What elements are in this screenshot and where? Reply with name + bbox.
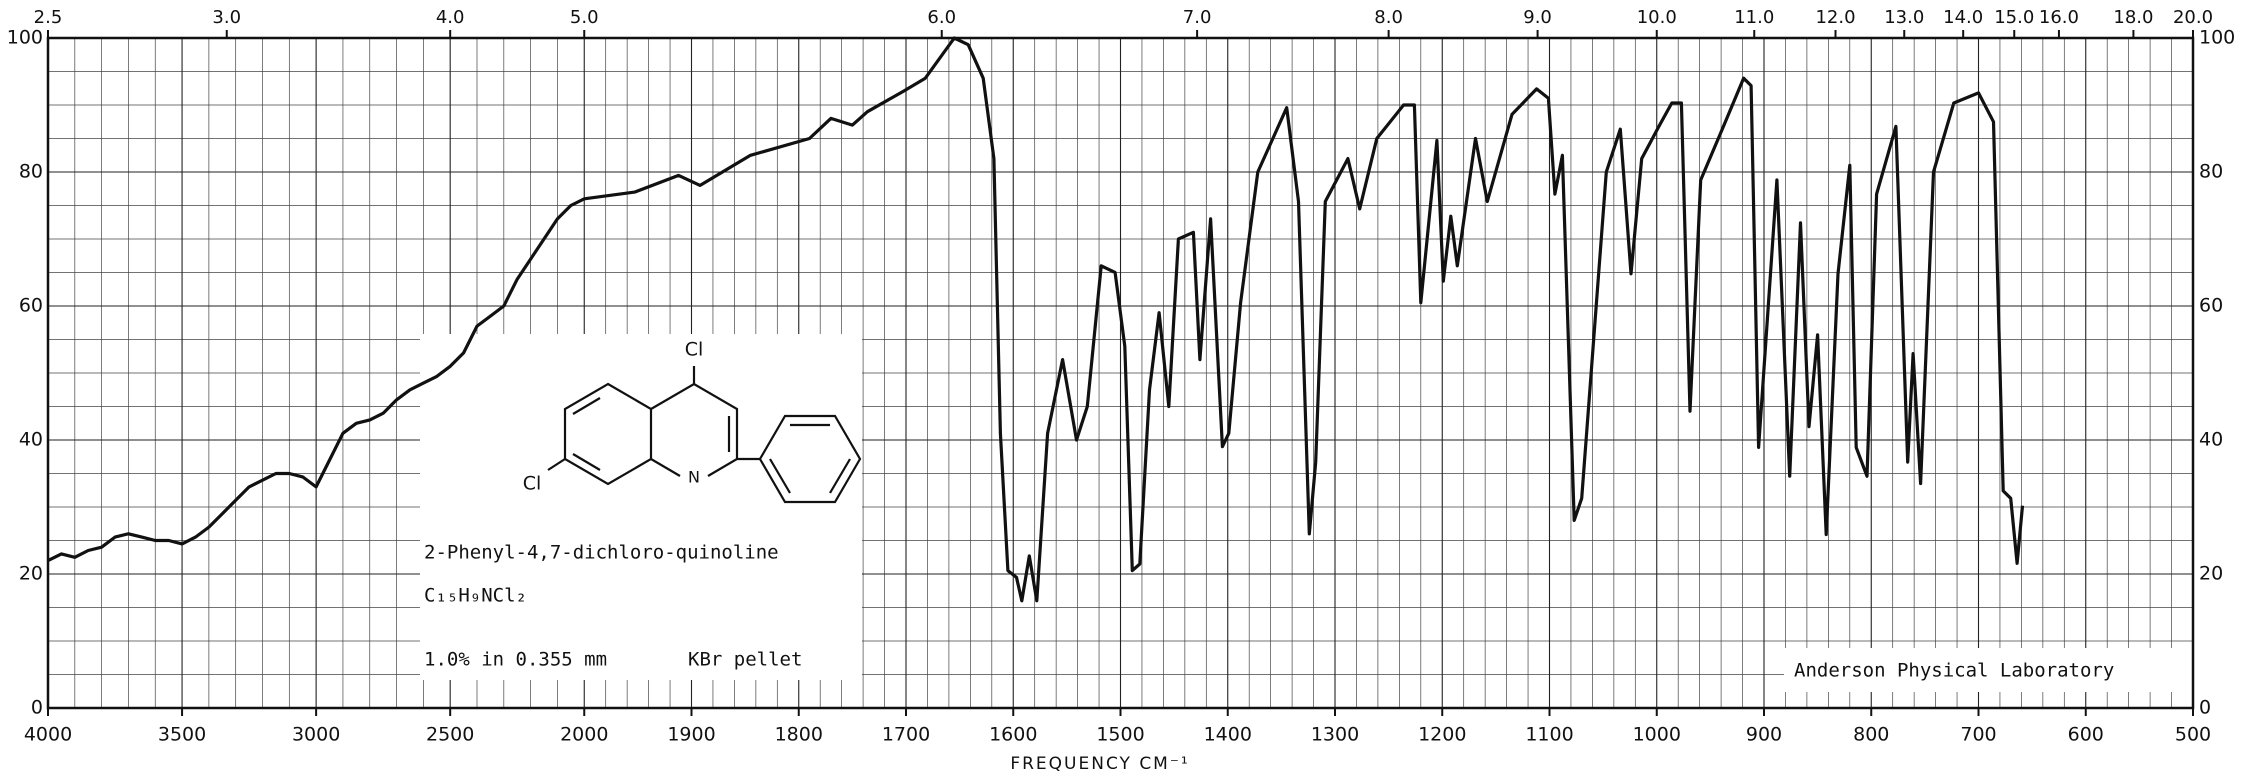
x-tick-label: 1300 [1311,724,1359,746]
x-tick-label: 1800 [775,724,823,746]
x2-tick-label: 20.0 [2173,7,2213,28]
x2-tick-label: 18.0 [2113,7,2153,28]
x-tick-label: 800 [1853,724,1889,746]
x-tick-label: 900 [1746,724,1782,746]
y-tick-label-right: 40 [2199,429,2223,451]
x-tick-label: 2000 [560,724,608,746]
compound-name: 2-Phenyl-4,7-dichloro-quinoline [424,542,779,564]
pyridine-ring [650,382,739,477]
y-tick-label: 100 [7,27,43,49]
structure-drawing: Cl Cl N [523,339,862,504]
x-axis-label: FREQUENCY CM⁻¹ [1010,754,1189,774]
x2-tick-label: 16.0 [2039,7,2079,28]
x2-tick-label: 10.0 [1637,7,1677,28]
x2-tick-label: 12.0 [1815,7,1855,28]
atom-label: Cl [523,473,542,495]
x-tick-label: 1400 [1204,724,1252,746]
double-bond [829,458,851,494]
x-tick-label: 1000 [1633,724,1681,746]
y-tick-label: 0 [31,697,43,719]
x-tick-label: 3500 [158,724,206,746]
spectrum-line [47,36,2025,603]
x-tick-label: 3000 [292,724,340,746]
x2-tick-label: 14.0 [1943,7,1983,28]
x-tick-label: 1700 [882,724,930,746]
x2-tick-label: 9.0 [1523,7,1552,28]
y-tick-label-right: 80 [2199,161,2223,183]
x-tick-label: 1900 [667,724,715,746]
atom-label: N [688,468,700,487]
x-tick-label: 1600 [989,724,1037,746]
x2-tick-label: 5.0 [570,7,599,28]
y-tick-label: 40 [19,429,43,451]
x-tick-label: 4000 [24,724,72,746]
phenyl-ring [758,414,862,504]
bond [650,458,681,477]
double-bond [769,458,791,494]
x2-tick-label: 3.0 [212,7,241,28]
x2-tick-label: 8.0 [1374,7,1403,28]
x-tick-label: 700 [1960,724,1996,746]
x2-tick-label: 15.0 [1994,7,2034,28]
x2-tick-label: 7.0 [1183,7,1212,28]
medium-note: KBr pellet [688,649,802,671]
x2-tick-label: 2.5 [34,7,63,28]
x-tick-label: 600 [2068,724,2104,746]
lab-box [1784,648,2194,692]
y-tick-label: 60 [19,295,43,317]
double-bond [572,397,601,415]
y-tick-label-right: 20 [2199,563,2223,585]
atom-label: Cl [685,339,704,361]
x2-tick-label: 4.0 [436,7,465,28]
annotation-box [420,334,862,680]
y-tick-label-right: 60 [2199,295,2223,317]
double-bond [572,453,601,471]
y-tick-label-right: 0 [2199,697,2211,719]
x-tick-label: 500 [2175,724,2211,746]
x-tick-label: 2500 [426,724,474,746]
formula: C₁₅H₉NCl₂ [424,585,527,607]
x-tick-label: 1500 [1096,724,1144,746]
x-tick-label: 1100 [1525,724,1573,746]
x2-tick-label: 6.0 [927,7,956,28]
y-tick-label-right: 100 [2199,27,2235,49]
x-tick-label: 1200 [1418,724,1466,746]
lab-name: Anderson Physical Laboratory [1794,660,2114,682]
plot-frame [46,36,2195,710]
x2-tick-label: 13.0 [1884,7,1924,28]
y-tick-label: 20 [19,563,43,585]
sample-note: 1.0% in 0.355 mm [424,649,607,671]
x2-tick-label: 11.0 [1734,7,1774,28]
y-tick-label: 80 [19,161,43,183]
bond [547,458,566,471]
